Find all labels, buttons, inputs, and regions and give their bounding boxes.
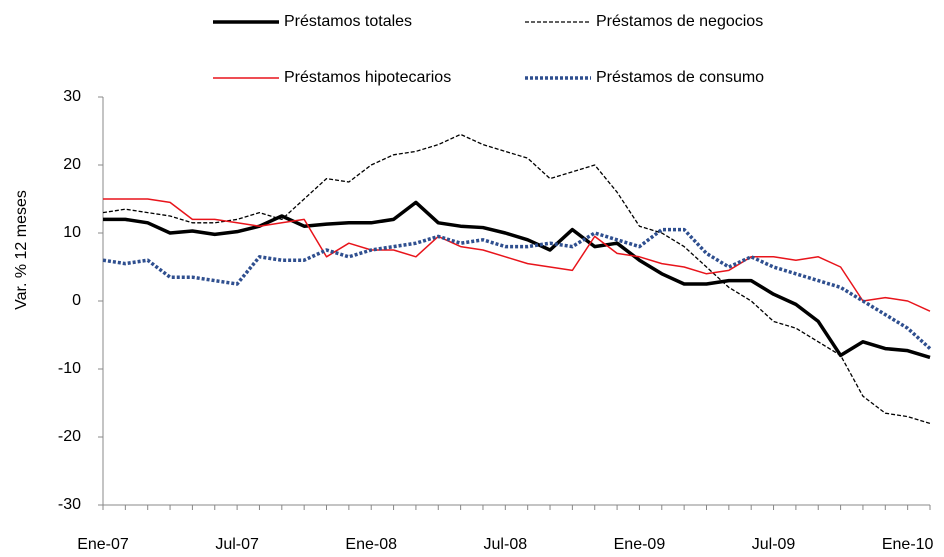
x-tick-label: Jul-07	[215, 536, 259, 553]
x-tick-label: Ene-07	[77, 536, 129, 553]
legend-label: Préstamos totales	[284, 13, 412, 30]
series-line	[103, 198, 931, 312]
x-tick-label: Ene-09	[614, 536, 666, 553]
x-tick-label: Jul-08	[484, 536, 528, 553]
y-tick-label: 30	[63, 88, 81, 105]
y-tick-label: 20	[63, 156, 81, 173]
series-line	[103, 200, 931, 360]
x-tick-label: Ene-10	[882, 536, 934, 553]
x-tick-label: Jul-09	[752, 536, 796, 553]
legend-label: Préstamos de negocios	[596, 13, 763, 30]
y-tick-label: 0	[72, 292, 81, 309]
y-tick-label: 10	[63, 224, 81, 241]
x-tick-label: Ene-08	[345, 536, 397, 553]
y-tick-label: -20	[58, 428, 81, 445]
series-line	[102, 133, 931, 425]
legend-label: Préstamos de consumo	[596, 69, 764, 86]
legend-label: Préstamos hipotecarios	[284, 69, 451, 86]
y-tick-label: -10	[58, 360, 81, 377]
y-tick-label: -30	[58, 496, 81, 513]
y-axis-label: Var. % 12 meses	[13, 190, 30, 310]
series-line	[102, 227, 932, 350]
